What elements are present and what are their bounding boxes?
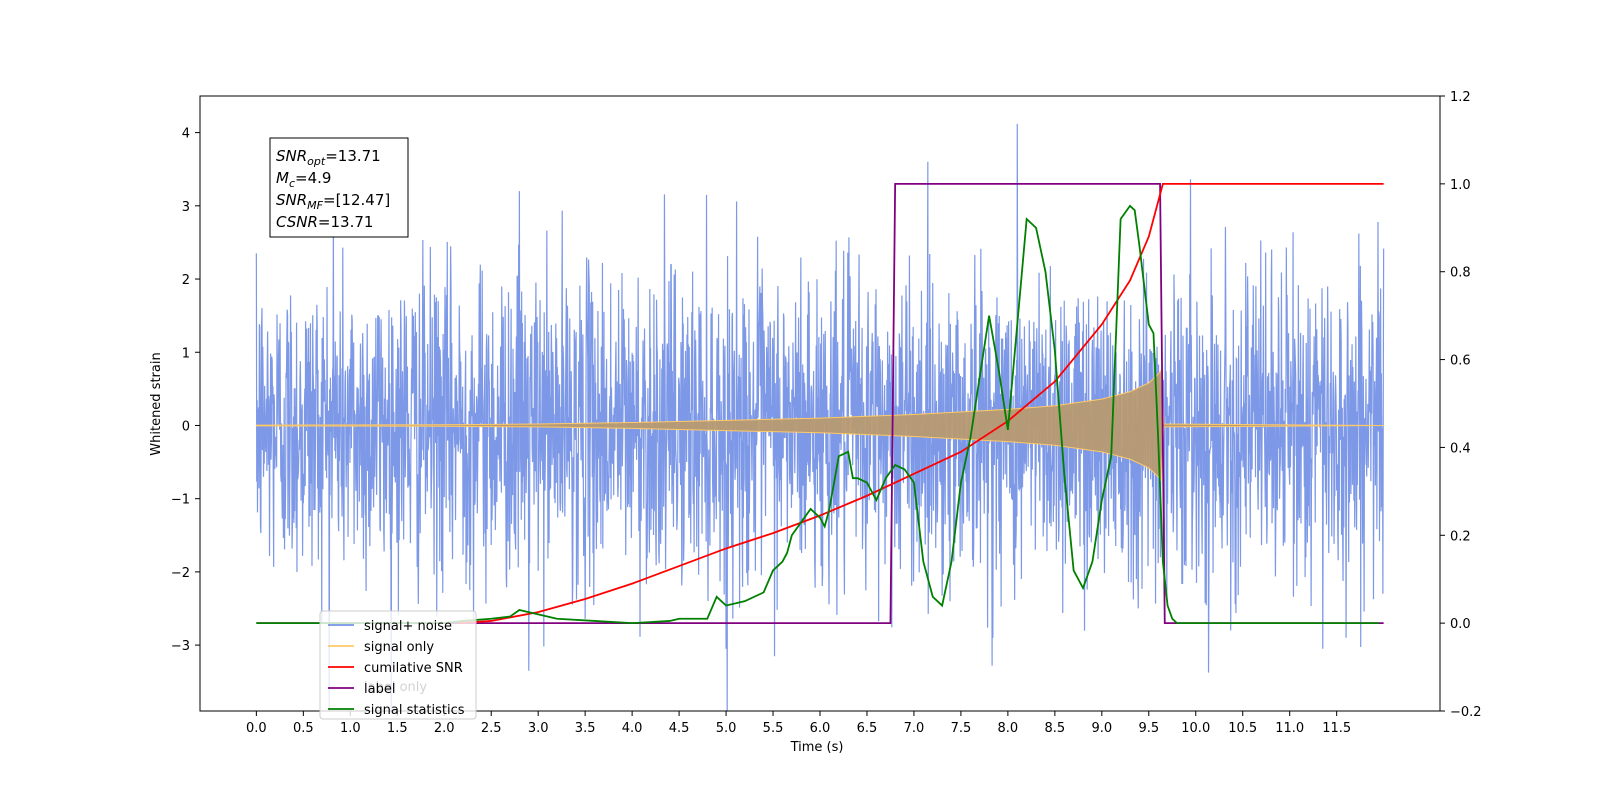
x-tick-label: 2.0 — [434, 721, 455, 736]
x-tick-label: 4.5 — [669, 721, 690, 736]
annotation-line: CSNR=13.71 — [276, 213, 373, 231]
x-tick-label: 3.5 — [575, 721, 596, 736]
annotation-line: SNRMF=[12.47] — [276, 191, 390, 212]
cumilative-snr-line — [458, 182, 1384, 625]
x-tick-label: 9.5 — [1138, 721, 1159, 736]
x-tick-label: 8.0 — [998, 721, 1019, 736]
y2-tick-label: 1.0 — [1450, 178, 1471, 193]
x-tick-label: 0.0 — [246, 721, 267, 736]
y-tick-label: 2 — [182, 273, 190, 288]
signal-statistics-line — [256, 204, 1379, 625]
x-axis-ticks: 0.0 0.5 1.0 1.5 2.0 2.5 3.0 3.5 4.0 4.5 5.0 5.5 6.0 6… — [246, 711, 1351, 736]
y-tick-label: 4 — [182, 127, 190, 142]
signal-only-envelope — [255, 369, 1384, 482]
annotation-line: SNRopt=13.71 — [276, 147, 381, 168]
x-tick-label: 2.5 — [481, 721, 502, 736]
annotation-lines: SNRopt=13.71Mc=4.9SNRMF=[12.47]CSNR=13.7… — [276, 147, 390, 231]
series-signal-only — [255, 369, 1384, 482]
plot-area — [255, 123, 1385, 711]
x-tick-label: 10.5 — [1228, 721, 1257, 736]
series-signal-noise — [255, 123, 1385, 711]
y2-tick-label: 1.2 — [1450, 90, 1471, 105]
x-tick-label: 11.5 — [1322, 721, 1351, 736]
series-signal-statistics — [256, 204, 1379, 625]
series-cumilative-snr — [458, 182, 1384, 625]
legend-frame — [319, 610, 477, 720]
legend-label: signal+ noise — [364, 619, 452, 634]
legend-label: signal statistics — [364, 703, 465, 718]
y2-tick-label: 0.8 — [1450, 266, 1471, 281]
annotation-value: =4.9 — [295, 169, 331, 187]
annotation-box: SNRopt=13.71Mc=4.9SNRMF=[12.47]CSNR=13.7… — [269, 137, 409, 238]
y-axis-ticks: 4 3 2 1 0 −1 −2 −3 — [171, 127, 200, 654]
x-tick-label: 11.0 — [1275, 721, 1304, 736]
legend-label: signal only — [364, 640, 434, 655]
x-tick-label: 6.0 — [810, 721, 831, 736]
y-tick-label: −3 — [171, 639, 190, 654]
x-tick-label: 5.0 — [716, 721, 737, 736]
x-tick-label: 7.0 — [904, 721, 925, 736]
y2-tick-label: 0.0 — [1450, 617, 1471, 632]
x-tick-label: 7.5 — [951, 721, 972, 736]
y-tick-label: 3 — [182, 200, 190, 215]
y2-tick-label: 0.2 — [1450, 529, 1471, 544]
x-tick-label: 9.0 — [1091, 721, 1112, 736]
annotation-line: Mc=4.9 — [276, 169, 331, 190]
annotation-subscript: opt — [307, 155, 326, 168]
x-tick-label: 3.0 — [528, 721, 549, 736]
x-tick-label: 5.5 — [763, 721, 784, 736]
legend-label: cumilative SNR — [364, 661, 463, 676]
y2-tick-label: −0.2 — [1450, 705, 1482, 720]
y2-axis-ticks: 1.2 1.0 0.8 0.6 0.4 0.2 0.0 −0.2 — [1440, 90, 1482, 720]
annotation-symbol: SNR — [276, 147, 307, 165]
annotation-symbol: M — [276, 169, 289, 187]
annotation-subscript: c — [289, 177, 295, 190]
x-tick-label: 6.5 — [857, 721, 878, 736]
y-tick-label: −1 — [171, 493, 190, 508]
annotation-value: =[12.47] — [323, 191, 390, 209]
legend: label only signal+ noise signal only cumil… — [319, 610, 477, 720]
y-axis-label: Whitened strain — [149, 352, 164, 455]
annotation-value: =13.71 — [318, 213, 374, 231]
annotation-symbol: CSNR — [276, 213, 318, 231]
annotation-value: =13.71 — [325, 147, 381, 165]
x-tick-label: 1.5 — [387, 721, 408, 736]
x-tick-label: 10.0 — [1181, 721, 1210, 736]
y-tick-label: 1 — [182, 346, 190, 361]
annotation-subscript: MF — [307, 199, 323, 212]
x-tick-label: 1.0 — [340, 721, 361, 736]
y-tick-label: 0 — [182, 419, 190, 434]
x-axis-label: Time (s) — [790, 740, 844, 755]
y-tick-label: −2 — [171, 566, 190, 581]
annotation-symbol: SNR — [276, 191, 307, 209]
annotation-frame — [269, 137, 409, 238]
y2-tick-label: 0.6 — [1450, 354, 1471, 369]
legend-label: label — [364, 682, 395, 697]
y2-tick-label: 0.4 — [1450, 441, 1471, 456]
signal-noise-line — [255, 123, 1385, 711]
x-tick-label: 4.0 — [622, 721, 643, 736]
x-tick-label: 0.5 — [293, 721, 314, 736]
x-tick-label: 8.5 — [1045, 721, 1066, 736]
legend-ghost-text: label only — [364, 680, 427, 695]
